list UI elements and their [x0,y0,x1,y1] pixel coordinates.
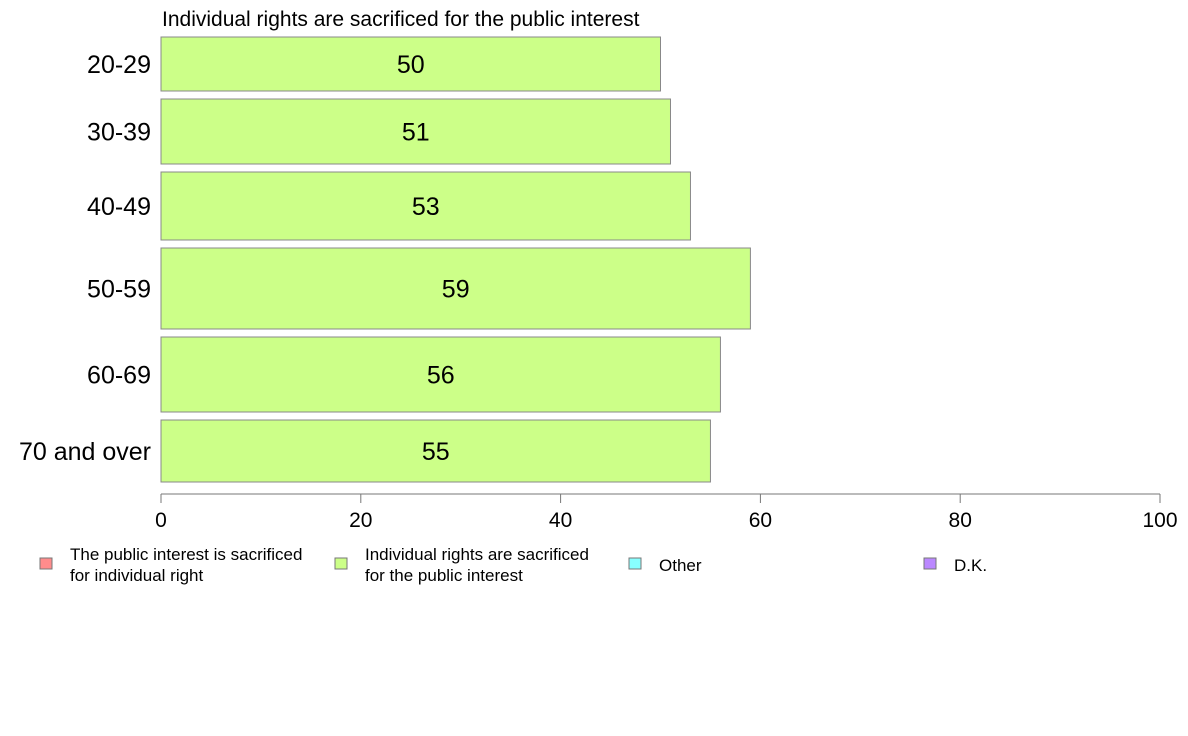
legend-label: for individual right [70,566,204,585]
legend-label: D.K. [954,556,987,575]
legend-label: The public interest is sacrificed [70,545,302,564]
data-label: 59 [442,276,470,304]
bar-30-39 [160,98,671,165]
x-tick-label: 80 [949,509,972,532]
chart-title: Individual rights are sacrificed for the… [162,8,640,31]
bar-70-and-over [160,419,711,483]
data-label: 53 [412,193,440,221]
data-label: 51 [402,119,430,147]
data-label: 50 [397,51,425,79]
x-tick-label: 20 [349,509,372,532]
bars-layer: 20-29 50 30-39 51 40-49 53 50-59 59 60-69 56 70 an… [19,36,751,483]
bar-20-29 [160,36,661,92]
legend-label: for the public interest [365,566,523,585]
bar-50-59 [160,247,751,330]
x-axis: 0 20 40 60 80 100 [155,493,1178,532]
legend-swatch [923,557,937,570]
category-label: 40-49 [87,193,151,221]
legend-swatch [334,557,348,570]
legend-label: Other [659,556,702,575]
x-tick-label: 40 [549,509,572,532]
x-tick-label: 60 [749,509,772,532]
category-label: 60-69 [87,362,151,390]
legend-swatch [628,557,642,570]
category-label: 70 and over [19,438,151,466]
legend: The public interest is sacrificed for ind… [39,545,987,585]
data-label: 55 [422,438,450,466]
x-tick-label: 100 [1142,509,1177,532]
category-label: 20-29 [87,51,151,79]
bar-40-49 [160,171,691,241]
legend-swatch [39,557,53,570]
data-label: 56 [427,362,455,390]
x-tick-label: 0 [155,509,167,532]
category-label: 30-39 [87,119,151,147]
legend-label: Individual rights are sacrificed [365,545,589,564]
bar-60-69 [160,336,721,413]
category-label: 50-59 [87,276,151,304]
